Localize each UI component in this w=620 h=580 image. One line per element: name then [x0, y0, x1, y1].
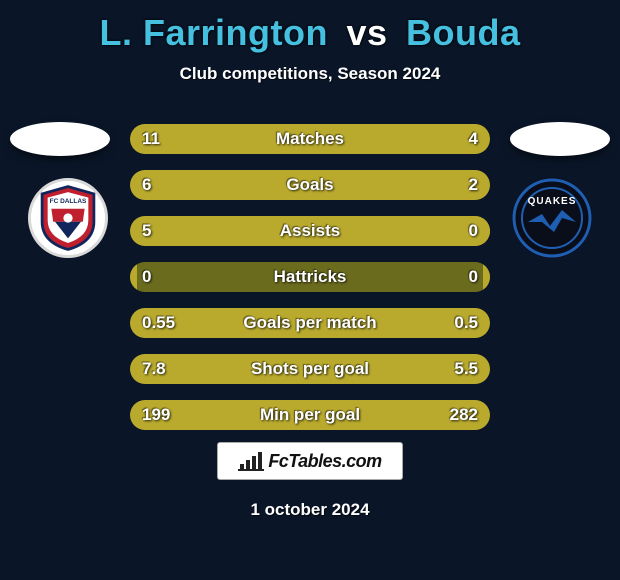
bar-fill-left [130, 170, 400, 200]
stat-bar-row: Goals62 [130, 170, 490, 200]
brand-chart-icon [238, 450, 264, 472]
bar-fill-left [130, 400, 278, 430]
bar-value-left: 0 [142, 262, 151, 292]
bar-fill-right [342, 354, 490, 384]
club-logo-left: FC DALLAS [28, 178, 108, 258]
comparison-title: L. Farrington vs Bouda [0, 0, 620, 54]
bar-fill-right [393, 124, 490, 154]
bar-fill-right [483, 216, 490, 246]
fc-dallas-badge-icon: FC DALLAS [31, 181, 105, 255]
bar-value-right: 0 [469, 262, 478, 292]
player2-name: Bouda [406, 12, 521, 53]
bar-fill-left [130, 216, 490, 246]
bar-fill-right [483, 262, 490, 292]
brand-footer: FcTables.com [217, 442, 403, 480]
brand-text: FcTables.com [268, 451, 381, 472]
bar-fill-right [278, 400, 490, 430]
club-logo-right: QUAKES [512, 178, 592, 258]
stat-bar-row: Min per goal199282 [130, 400, 490, 430]
stat-bar-row: Matches114 [130, 124, 490, 154]
bar-fill-left [130, 354, 342, 384]
subtitle: Club competitions, Season 2024 [0, 64, 620, 84]
club-right-pedestal [510, 122, 610, 156]
player1-name: L. Farrington [99, 12, 327, 53]
club-left-pedestal [10, 122, 110, 156]
stat-bars-container: Matches114 Goals62 Assists50 Hattricks0 0 Goa… [130, 124, 490, 446]
stat-bar-row: Hattricks0 0 [130, 262, 490, 292]
stat-bar-row: Goals per match0.550.5 [130, 308, 490, 338]
bar-fill-left [130, 262, 137, 292]
bar-fill-left [130, 308, 317, 338]
stat-bar-row: Assists50 [130, 216, 490, 246]
svg-text:FC DALLAS: FC DALLAS [50, 198, 87, 205]
stat-bar-row: Shots per goal7.85.5 [130, 354, 490, 384]
bar-fill-right [400, 170, 490, 200]
bar-fill-left [130, 124, 393, 154]
title-separator: vs [338, 12, 395, 53]
bar-label: Hattricks [130, 262, 490, 292]
bar-fill-right [317, 308, 490, 338]
footer-date: 1 october 2024 [0, 500, 620, 520]
svg-text:QUAKES: QUAKES [528, 196, 577, 207]
quakes-badge-icon: QUAKES [512, 178, 592, 258]
